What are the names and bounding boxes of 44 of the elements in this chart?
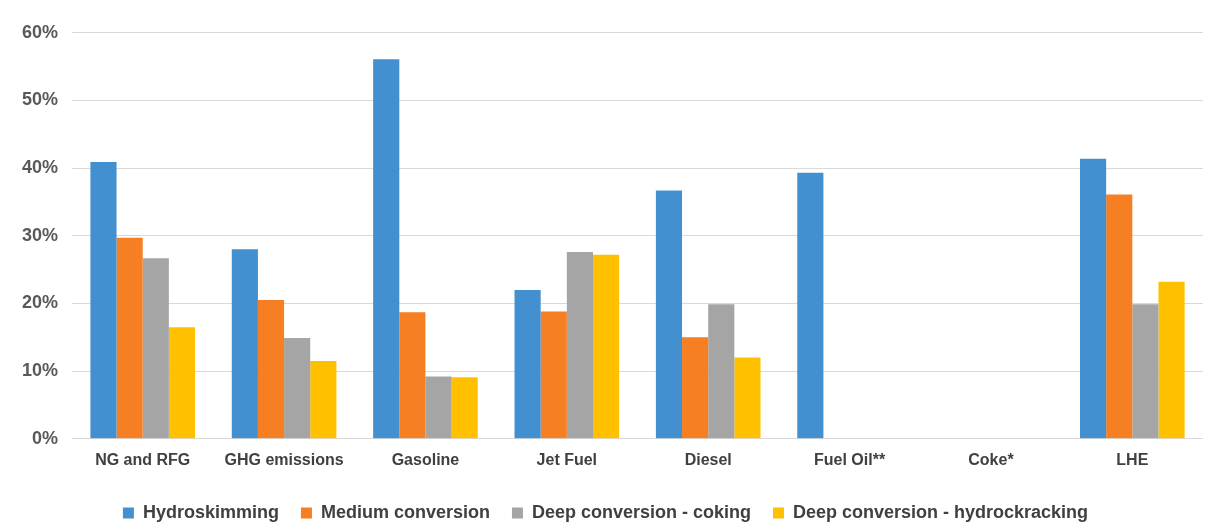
x-tick-label: Gasoline [391,450,460,468]
bar [682,337,709,439]
y-tick-label: 60% [22,21,59,42]
bar [425,376,452,439]
y-tick-label: 20% [22,292,59,313]
legend-label: Deep conversion - hydrockracking [793,501,1089,522]
bar [257,300,285,439]
bar [1106,194,1133,439]
legend-label: Hydroskimming [142,501,279,522]
bar [1080,158,1107,439]
bar [373,59,400,439]
bar [168,327,196,439]
legend-label: Deep conversion - coking [531,501,752,522]
y-tick-label: 40% [22,157,59,178]
x-tick-label: Coke* [968,450,1015,468]
y-tick-label: 0% [32,427,59,448]
bar [514,289,541,439]
bar [310,360,337,439]
bar [142,258,169,439]
x-tick-label: NG and RFG [95,450,191,468]
bar [540,311,567,439]
bar [284,337,311,439]
bar [566,252,593,439]
y-tick-label: 30% [22,224,59,245]
bar [797,172,824,439]
x-tick-label: Jet Fuel [536,450,598,468]
x-tick-label: Diesel [684,450,732,468]
bar [116,237,143,439]
x-tick-label: Fuel Oil** [814,450,886,468]
bar [231,249,258,439]
x-tick-label: GHG emissions [224,450,344,468]
y-tick-label: 50% [22,89,59,110]
bar [734,357,761,439]
bar [592,254,620,439]
bar [399,312,426,439]
bar [90,162,117,439]
bar [708,304,735,439]
legend-label: Medium conversion [320,501,490,522]
y-tick-label: 10% [22,360,59,381]
x-tick-label: LHE [1116,450,1149,468]
bar [1132,304,1159,439]
bar [655,190,683,439]
bar [451,377,478,439]
bar [1158,281,1185,439]
